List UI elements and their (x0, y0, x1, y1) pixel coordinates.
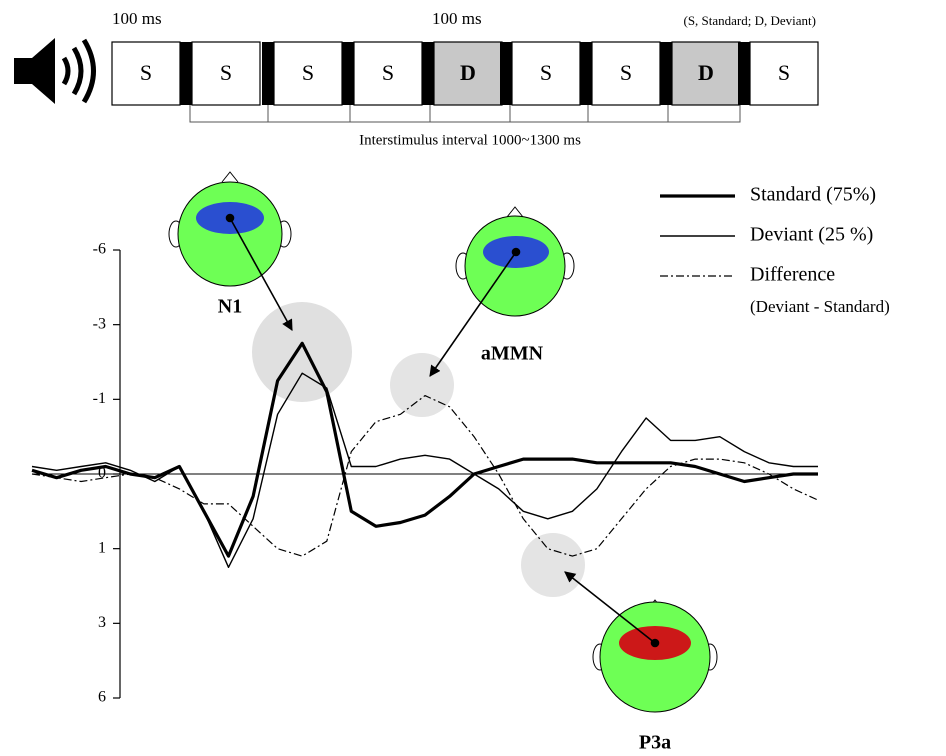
y-tick-label: 3 (98, 614, 106, 631)
annotation: P3a (639, 732, 671, 754)
head-p3a (592, 599, 718, 713)
stimulus-label: S (540, 60, 552, 85)
stimulus-box (191, 41, 261, 106)
y-tick-label: -3 (93, 315, 106, 332)
highlight (521, 533, 585, 597)
legend-label: Standard (75%) (750, 184, 876, 206)
stimulus-box (591, 41, 661, 106)
stimulus-box (433, 41, 503, 106)
head-n1 (168, 171, 292, 287)
y-tick-label: -1 (93, 390, 106, 407)
stimulus-label: D (460, 60, 476, 85)
arrows (225, 213, 660, 648)
stimulus-label: S (382, 60, 394, 85)
stimulus-label: S (140, 60, 152, 85)
legend-label: Deviant (25 %) (750, 224, 873, 246)
highlight (252, 302, 352, 402)
stimulus-box (273, 41, 343, 106)
annotation: N1 (218, 296, 242, 318)
gap-bar (660, 42, 672, 105)
y-tick-label: 0 (98, 465, 106, 482)
series-line (31, 341, 818, 558)
gap-bar (580, 42, 592, 105)
series-line (31, 372, 818, 568)
gap-bar (500, 42, 512, 105)
stimulus-note: (S, Standard; D, Deviant) (683, 13, 816, 28)
y-tick-label: 6 (98, 689, 106, 706)
legend-label: Difference (750, 264, 835, 286)
stimulus-label: S (620, 60, 632, 85)
duration-label: 100 ms (112, 9, 162, 28)
highlight (390, 353, 454, 417)
y-tick-label: 1 (98, 539, 106, 556)
annotation: aMMN (481, 343, 544, 365)
stimulus-label: S (302, 60, 314, 85)
stimulus-box (671, 41, 741, 106)
stimulus-label: S (778, 60, 790, 85)
interval-label: Interstimulus interval 1000~1300 ms (359, 132, 581, 148)
stimulus-box (749, 41, 819, 106)
series-line (31, 395, 819, 557)
gap-bar (422, 42, 434, 105)
gap-bar (180, 42, 192, 105)
y-tick-label: -6 (93, 241, 106, 258)
legend-note: (Deviant - Standard) (750, 297, 890, 316)
stimulus-label: S (220, 60, 232, 85)
gap-bar (738, 42, 750, 105)
head-ammn (455, 206, 575, 317)
duration-label: 100 ms (432, 9, 482, 28)
speaker-icon (14, 38, 96, 104)
stimulus-box (511, 41, 581, 106)
gap-bar (262, 42, 274, 105)
stimulus-box (111, 41, 181, 106)
gap-bar (342, 42, 354, 105)
interval-bracket (189, 105, 741, 123)
stimulus-label: D (698, 60, 714, 85)
